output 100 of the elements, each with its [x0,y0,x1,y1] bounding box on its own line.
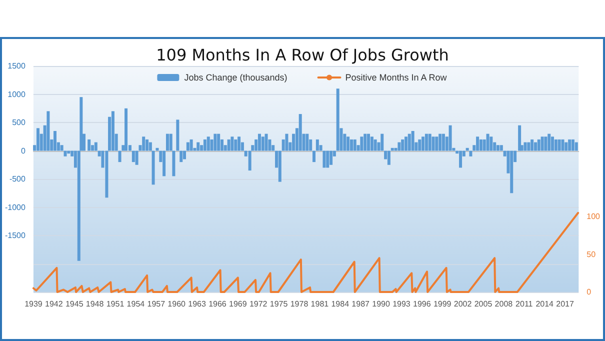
y-tick-label: -500 [9,174,26,184]
x-tick-label: 2005 [474,300,493,308]
bar [370,136,374,151]
bar [404,136,408,151]
bar [537,139,540,151]
bar [469,150,472,156]
bar [206,136,210,151]
bar [88,139,91,151]
x-tick-label: 1948 [86,300,104,308]
x-tick-label: 2017 [556,300,574,308]
bar [387,150,390,165]
bar [424,134,428,151]
y-tick-label: -1000 [4,202,26,212]
x-tick-label: 2011 [516,300,534,308]
y2-tick-label: 100 [586,212,601,222]
bar [94,142,98,151]
bar [438,134,442,151]
bar [367,134,370,151]
bar [258,134,261,151]
bar [278,150,282,182]
bar [524,142,527,151]
bar [530,139,534,151]
bar [64,150,67,156]
bar [540,136,544,151]
bar [298,114,302,151]
bar [550,136,554,151]
bar [346,136,350,151]
y-tick-label: -1500 [4,231,26,240]
bar [411,130,414,151]
x-tick-label: 1957 [147,300,166,308]
bar [156,148,159,151]
bar [374,139,377,151]
bar [459,150,462,168]
bar [476,136,480,151]
bar [118,150,122,162]
bar [554,139,558,151]
bar [380,134,384,151]
bar [148,142,152,151]
bar [238,136,241,151]
bar [534,142,537,151]
bar [568,139,572,151]
bar [203,139,206,151]
bar [196,142,200,151]
bar [132,150,135,162]
bar [190,139,193,151]
bar [162,150,166,176]
bar [360,136,364,151]
bar [350,139,353,151]
bar [306,134,309,151]
bar [527,142,530,151]
bar [322,150,326,168]
x-tick-label: 2002 [454,300,472,308]
line-series [32,212,580,293]
bar [217,134,220,151]
bar [54,130,57,151]
bar [479,139,482,151]
x-tick-label: 1984 [331,300,350,308]
bar [261,136,264,151]
legend-label: Jobs Change (thousands) [184,72,288,82]
x-tick-label: 1966 [208,300,227,308]
bar [435,136,438,151]
chart-title: 109 Months In A Row Of Jobs Growth [156,46,449,64]
bar [544,136,548,151]
bar [518,125,522,151]
bar [183,150,186,160]
bar [408,134,411,151]
y-tick-label: 1000 [8,90,26,99]
bar [561,139,564,151]
bar [564,142,568,151]
x-tick-label: 1993 [392,300,411,308]
bar [264,134,268,151]
bar [574,142,578,151]
y2-tick-label: 0 [586,288,592,296]
bar [390,148,394,151]
x-tick-label: 1969 [229,300,248,308]
bar [316,139,319,151]
x-tick-label: 2008 [494,300,514,308]
bar [432,136,435,151]
bar [142,136,146,151]
x-tick-label: 1972 [249,300,268,308]
x-tick-label: 1987 [352,300,370,308]
bar [448,125,452,151]
bar [111,111,114,151]
bar [353,139,356,151]
bar [422,136,425,151]
bar [571,139,574,151]
bar [500,145,503,151]
bar [46,111,50,151]
bar [330,150,333,165]
bar [466,148,469,151]
x-tick-label: 1999 [433,300,452,308]
x-tick-label: 1978 [290,300,309,308]
bar [336,88,340,151]
x-tick-label: 1942 [45,300,64,308]
x-tick-label: 1951 [106,300,125,308]
bar [176,120,180,151]
legend-label: Positive Months In A Row [345,72,448,82]
bar [510,150,514,194]
bar [152,150,155,185]
bar [36,128,40,151]
